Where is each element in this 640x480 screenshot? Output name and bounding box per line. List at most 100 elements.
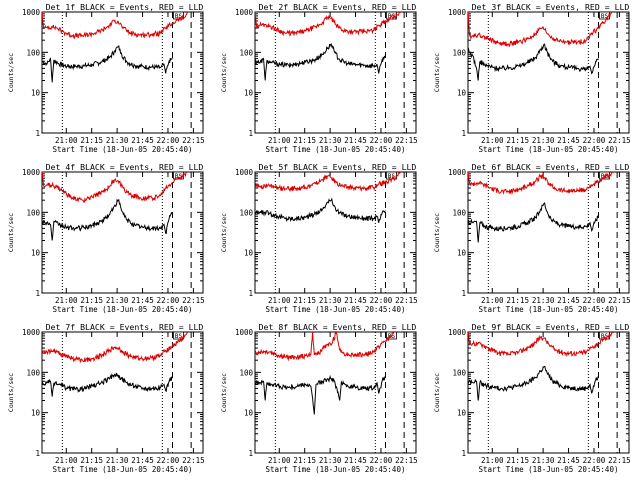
x-tick-label: 21:15 bbox=[293, 296, 316, 305]
chart-title: Det 6f BLACK = Events, RED = LLD bbox=[472, 162, 630, 172]
lld-series-line bbox=[42, 332, 189, 363]
x-tick-label: 21:30 bbox=[106, 296, 129, 305]
y-tick-label: 100 bbox=[452, 48, 466, 57]
plot-frame bbox=[254, 171, 417, 294]
y-tick-label: 10 bbox=[457, 409, 467, 418]
y-tick-label: 10 bbox=[31, 409, 41, 418]
x-tick-label: 22:00 bbox=[370, 136, 393, 145]
events-series-line bbox=[255, 374, 386, 415]
events-series-line bbox=[468, 43, 599, 81]
detector-panel-1f: Det 1f BLACK = Events, RED = LLD 1 10 100 10… bbox=[0, 0, 213, 160]
x-tick-label: 21:30 bbox=[532, 136, 555, 145]
x-axis-label: Start Time (18-Jun-05 20:45:40) bbox=[266, 465, 406, 474]
y-tick-label: 100 bbox=[26, 208, 40, 217]
chart-svg: Det 7f BLACK = Events, RED = LLD 1 10 100 10… bbox=[7, 322, 205, 474]
y-tick-label: 1000 bbox=[235, 8, 254, 17]
y-tick-label: 10 bbox=[457, 249, 467, 258]
x-tick-label: 21:45 bbox=[557, 296, 580, 305]
x-tick-label: 22:15 bbox=[608, 136, 631, 145]
detector-panel-9f: Det 9f BLACK = Events, RED = LLD 1 10 100 10… bbox=[426, 320, 639, 480]
y-tick-label: 10 bbox=[31, 249, 41, 258]
lld-series-line bbox=[42, 172, 188, 203]
chart-title: Det 7f BLACK = Events, RED = LLD bbox=[46, 322, 204, 332]
x-tick-label: 22:00 bbox=[583, 456, 606, 465]
plot-frame bbox=[41, 11, 204, 134]
lld-series-line bbox=[468, 332, 615, 358]
y-tick-label: 10 bbox=[244, 249, 254, 258]
lld-series-line bbox=[255, 12, 402, 37]
chart-svg: Det 8f BLACK = Events, RED = LLD 1 10 100 10… bbox=[220, 322, 418, 474]
y-tick-label: 100 bbox=[26, 368, 40, 377]
x-tick-label: 21:00 bbox=[55, 136, 78, 145]
x-tick-label: 22:15 bbox=[182, 296, 205, 305]
plot-frame bbox=[467, 11, 630, 134]
plot-frame bbox=[467, 331, 630, 454]
y-tick-label: 1 bbox=[35, 289, 40, 298]
x-tick-label: 21:15 bbox=[80, 296, 103, 305]
y-tick-label: 1000 bbox=[448, 168, 467, 177]
x-tick-label: 21:15 bbox=[506, 456, 529, 465]
detector-panel-6f: Det 6f BLACK = Events, RED = LLD 1 10 100 10… bbox=[426, 160, 639, 320]
y-tick-label: 10 bbox=[244, 409, 254, 418]
x-tick-label: 21:30 bbox=[319, 296, 342, 305]
x-tick-label: 21:30 bbox=[319, 136, 342, 145]
x-tick-label: 21:30 bbox=[532, 456, 555, 465]
lld-series-line bbox=[42, 12, 189, 40]
chart-title: Det 3f BLACK = Events, RED = LLD bbox=[472, 2, 630, 12]
x-axis-label: Start Time (18-Jun-05 20:45:40) bbox=[479, 305, 619, 314]
events-series-line bbox=[468, 202, 599, 243]
x-tick-label: 21:45 bbox=[557, 136, 580, 145]
chart-title: Det 8f BLACK = Events, RED = LLD bbox=[259, 322, 417, 332]
y-tick-label: 1 bbox=[248, 129, 253, 138]
y-tick-label: 1 bbox=[35, 129, 40, 138]
y-tick-label: 1000 bbox=[235, 328, 254, 337]
detector-panel-2f: Det 2f BLACK = Events, RED = LLD 1 10 100 10… bbox=[213, 0, 426, 160]
x-tick-label: 21:45 bbox=[131, 296, 154, 305]
chart-title: Det 5f BLACK = Events, RED = LLD bbox=[259, 162, 417, 172]
x-tick-label: 21:00 bbox=[268, 456, 291, 465]
x-tick-label: 21:00 bbox=[268, 136, 291, 145]
events-series-line bbox=[255, 43, 386, 81]
plot-frame bbox=[254, 11, 417, 134]
chart-svg: Det 2f BLACK = Events, RED = LLD 1 10 100 10… bbox=[220, 2, 418, 154]
y-tick-label: 100 bbox=[452, 208, 466, 217]
detector-panel-7f: Det 7f BLACK = Events, RED = LLD 1 10 100 10… bbox=[0, 320, 213, 480]
y-tick-label: 1 bbox=[461, 129, 466, 138]
y-tick-label: 100 bbox=[26, 48, 40, 57]
plot-frame bbox=[41, 171, 204, 294]
corner-box-label: BS bbox=[175, 173, 183, 180]
x-tick-label: 22:00 bbox=[370, 456, 393, 465]
y-axis-label: Counts/sec bbox=[7, 213, 15, 252]
x-tick-label: 21:00 bbox=[268, 296, 291, 305]
x-tick-label: 21:45 bbox=[131, 456, 154, 465]
x-axis-label: Start Time (18-Jun-05 20:45:40) bbox=[479, 145, 619, 154]
x-tick-label: 21:15 bbox=[293, 456, 316, 465]
y-tick-label: 1 bbox=[248, 289, 253, 298]
corner-box-label: BS bbox=[388, 173, 396, 180]
corner-box-label: BS bbox=[601, 13, 609, 20]
events-series-line bbox=[42, 45, 173, 83]
y-tick-label: 1000 bbox=[22, 168, 41, 177]
x-axis-label: Start Time (18-Jun-05 20:45:40) bbox=[479, 465, 619, 474]
y-tick-label: 100 bbox=[239, 368, 253, 377]
x-tick-label: 21:45 bbox=[131, 136, 154, 145]
x-tick-label: 22:15 bbox=[182, 456, 205, 465]
x-tick-label: 22:15 bbox=[182, 136, 205, 145]
x-tick-label: 22:15 bbox=[608, 296, 631, 305]
events-series-line bbox=[255, 197, 386, 223]
y-axis-label: Counts/sec bbox=[433, 373, 441, 412]
x-tick-label: 21:15 bbox=[293, 136, 316, 145]
y-tick-label: 100 bbox=[239, 48, 253, 57]
x-tick-label: 22:15 bbox=[395, 456, 418, 465]
y-tick-label: 1000 bbox=[448, 328, 467, 337]
chart-title: Det 4f BLACK = Events, RED = LLD bbox=[46, 162, 204, 172]
y-tick-label: 1000 bbox=[448, 8, 467, 17]
detector-panel-3f: Det 3f BLACK = Events, RED = LLD 1 10 100 10… bbox=[426, 0, 639, 160]
y-tick-label: 100 bbox=[239, 208, 253, 217]
y-axis-label: Counts/sec bbox=[433, 213, 441, 252]
x-tick-label: 21:00 bbox=[481, 136, 504, 145]
x-tick-label: 22:00 bbox=[583, 296, 606, 305]
x-axis-label: Start Time (18-Jun-05 20:45:40) bbox=[53, 465, 193, 474]
chart-svg: Det 1f BLACK = Events, RED = LLD 1 10 100 10… bbox=[7, 2, 205, 154]
